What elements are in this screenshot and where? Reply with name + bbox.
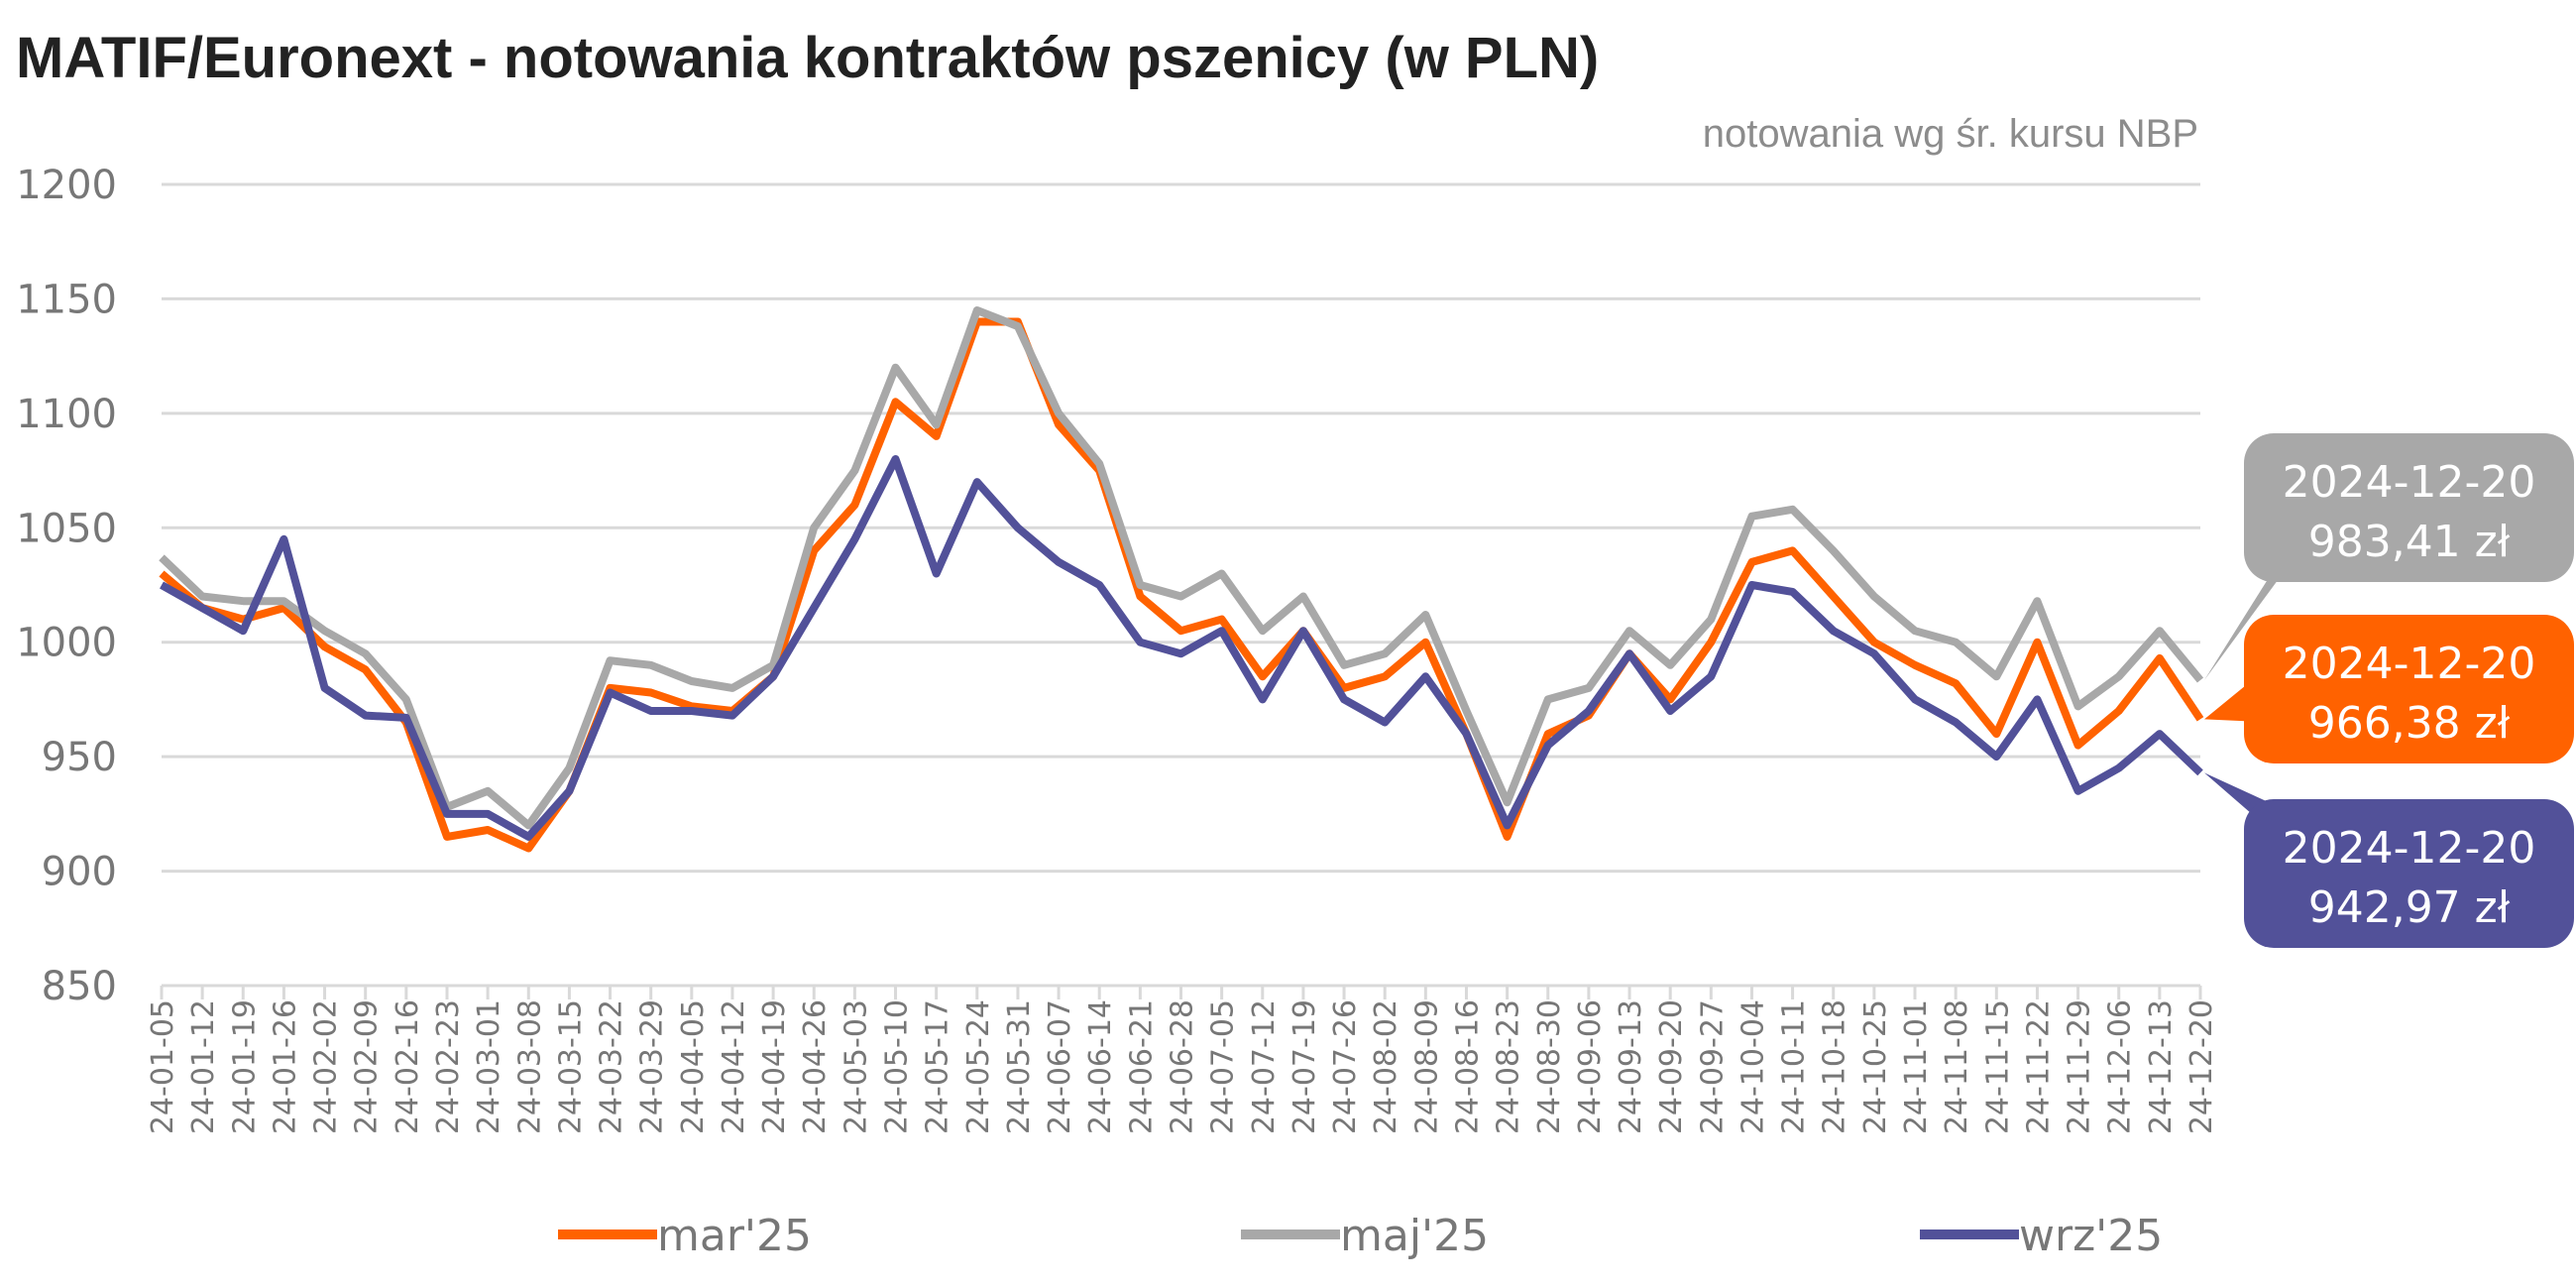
callout-box bbox=[2244, 615, 2574, 763]
x-tick-label: 24-06-07 bbox=[1043, 999, 1077, 1134]
series-line-0 bbox=[159, 317, 2204, 853]
x-tick-label: 24-12-13 bbox=[2144, 999, 2179, 1134]
x-tick-label: 24-03-01 bbox=[472, 999, 506, 1134]
callout-date: 2024-12-20 bbox=[2283, 639, 2536, 689]
x-tick-label: 24-09-27 bbox=[1695, 999, 1730, 1134]
x-tick-label: 24-09-20 bbox=[1654, 999, 1689, 1134]
x-tick-label: 24-11-01 bbox=[1899, 999, 1934, 1134]
x-tick-label: 24-07-19 bbox=[1288, 999, 1322, 1134]
x-tick-label: 24-10-11 bbox=[1777, 999, 1812, 1134]
x-tick-label: 24-06-14 bbox=[1083, 999, 1118, 1134]
x-tick-label: 24-11-29 bbox=[2063, 999, 2097, 1134]
x-tick-label: 24-03-22 bbox=[595, 999, 629, 1134]
x-tick-label: 24-04-12 bbox=[717, 999, 751, 1134]
gridlines bbox=[160, 182, 2202, 999]
legend-label: mar'25 bbox=[657, 1211, 812, 1261]
x-tick-label: 24-08-30 bbox=[1532, 999, 1567, 1134]
x-tick-label: 24-04-26 bbox=[798, 999, 833, 1134]
x-tick-label: 24-08-16 bbox=[1450, 999, 1485, 1134]
y-tick-label: 1000 bbox=[16, 621, 117, 666]
legend-label: maj'25 bbox=[1340, 1211, 1489, 1261]
x-tick-label: 24-02-02 bbox=[309, 999, 344, 1134]
x-tick-label: 24-08-09 bbox=[1409, 999, 1444, 1134]
x-tick-label: 24-06-28 bbox=[1166, 999, 1200, 1134]
x-tick-label: 24-03-08 bbox=[512, 999, 547, 1134]
callout-value: 942,97 zł bbox=[2308, 882, 2511, 933]
x-tick-label: 24-10-04 bbox=[1736, 999, 1770, 1134]
x-tick-label: 24-05-17 bbox=[921, 999, 955, 1134]
x-tick-label: 24-05-10 bbox=[880, 999, 915, 1134]
callout-pointer bbox=[2204, 523, 2303, 681]
x-tick-label: 24-11-15 bbox=[1980, 999, 2015, 1134]
callout-value: 983,41 zł bbox=[2308, 517, 2511, 567]
y-axis-ticks: 850 900 950 1000 1050 1100 1150 1200 bbox=[16, 163, 117, 1009]
x-tick-label: 24-11-08 bbox=[1940, 999, 1974, 1134]
series-line-1 bbox=[159, 306, 2204, 830]
legend-label: wrz'25 bbox=[2019, 1211, 2163, 1261]
x-tick-label: 24-04-19 bbox=[757, 999, 792, 1134]
x-tick-label: 24-07-12 bbox=[1247, 999, 1282, 1134]
y-tick-label: 1150 bbox=[16, 277, 117, 322]
x-tick-label: 24-01-26 bbox=[268, 999, 302, 1134]
x-axis-ticks: 24-01-05 24-01-12 24-01-19 24-01-26 24-02-02… bbox=[146, 999, 2219, 1134]
x-tick-label: 24-07-05 bbox=[1206, 999, 1241, 1134]
x-tick-label: 24-06-21 bbox=[1124, 999, 1159, 1134]
callout-box bbox=[2244, 799, 2574, 948]
x-tick-label: 24-05-31 bbox=[1002, 999, 1037, 1134]
legend: mar'25 maj'25 wrz'25 bbox=[558, 1211, 2163, 1261]
callout-box bbox=[2244, 433, 2574, 582]
x-tick-label: 24-07-26 bbox=[1328, 999, 1363, 1134]
chart-title: MATIF/Euronext - notowania kontraktów ps… bbox=[16, 26, 1599, 90]
y-tick-label: 1200 bbox=[16, 163, 117, 208]
x-tick-label: 24-12-06 bbox=[2103, 999, 2138, 1134]
x-tick-label: 24-02-23 bbox=[431, 999, 466, 1134]
y-tick-label: 950 bbox=[42, 735, 117, 780]
x-tick-label: 24-01-12 bbox=[186, 999, 221, 1134]
x-tick-label: 24-04-05 bbox=[676, 999, 711, 1134]
x-tick-label: 24-09-13 bbox=[1614, 999, 1648, 1134]
y-tick-label: 900 bbox=[42, 850, 117, 895]
series-line-2 bbox=[160, 455, 2203, 841]
x-tick-label: 24-01-19 bbox=[227, 999, 262, 1134]
x-tick-label: 24-05-03 bbox=[839, 999, 873, 1134]
x-tick-label: 24-02-16 bbox=[391, 999, 425, 1134]
x-tick-label: 24-02-09 bbox=[350, 999, 385, 1134]
x-tick-label: 24-12-20 bbox=[2184, 999, 2219, 1134]
x-tick-label: 24-11-22 bbox=[2021, 999, 2056, 1134]
value-callouts: 2024-12-20 983,41 zł 2024-12-20 966,38 zł 20… bbox=[2204, 433, 2574, 948]
y-tick-label: 1100 bbox=[16, 392, 117, 437]
x-tick-label: 24-09-06 bbox=[1573, 999, 1608, 1134]
x-tick-label: 24-01-05 bbox=[146, 999, 180, 1134]
x-tick-label: 24-05-24 bbox=[961, 999, 996, 1134]
callout-date: 2024-12-20 bbox=[2283, 457, 2536, 508]
x-tick-label: 24-03-15 bbox=[553, 999, 588, 1134]
x-tick-label: 24-10-25 bbox=[1858, 999, 1893, 1134]
series-lines bbox=[159, 306, 2204, 853]
callout-date: 2024-12-20 bbox=[2283, 823, 2536, 874]
x-tick-label: 24-08-02 bbox=[1369, 999, 1403, 1134]
callout-value: 966,38 zł bbox=[2308, 698, 2511, 749]
y-tick-label: 850 bbox=[42, 964, 117, 1009]
y-tick-label: 1050 bbox=[16, 506, 117, 551]
chart-subtitle: notowania wg śr. kursu NBP bbox=[1703, 112, 2198, 156]
x-tick-label: 24-08-23 bbox=[1492, 999, 1526, 1134]
x-tick-label: 24-10-18 bbox=[1818, 999, 1852, 1134]
x-tick-label: 24-03-29 bbox=[635, 999, 670, 1134]
